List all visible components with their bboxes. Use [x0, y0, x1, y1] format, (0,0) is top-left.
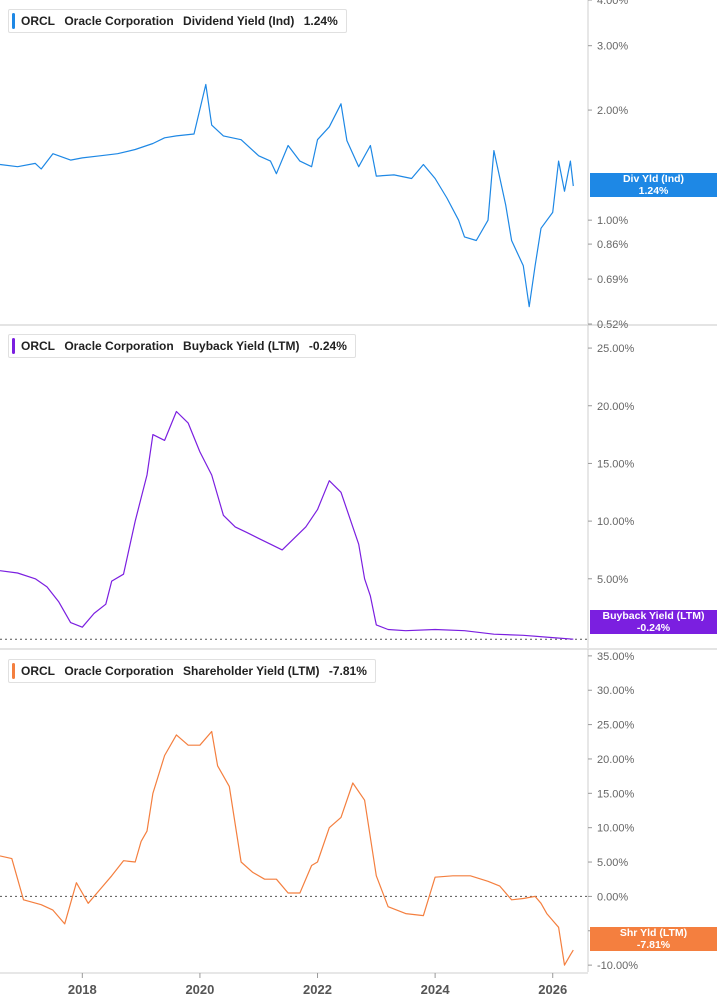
legend-ticker: ORCL [21, 664, 55, 678]
y-tick-label: 30.00% [597, 685, 635, 697]
series-line-shareholder-yield[interactable] [0, 730, 574, 966]
y-tick-label: 0.52% [597, 319, 628, 331]
legend-value: 1.24% [303, 14, 338, 28]
last-value-tag-dividend: Div Yld (Ind) 1.24% [590, 173, 717, 197]
legend-value: -7.81% [328, 664, 367, 678]
legend-company: Oracle Corporation [64, 664, 174, 678]
legend-metric: Buyback Yield (LTM) [183, 339, 300, 353]
y-tick-label: 4.00% [597, 0, 628, 7]
tag-title: Shr Yld (LTM) [619, 927, 688, 939]
y-tick-label: 5.00% [597, 857, 628, 869]
axis-layer: 4.00% 3.00% 2.00% 1.00% 0.86% 0.69% 0.52% 25.00… [0, 0, 638, 997]
tag-title: Div Yld (Ind) [622, 173, 685, 185]
legend-company: Oracle Corporation [64, 14, 174, 28]
last-value-tag-shareholder: Shr Yld (LTM) -7.81% [590, 927, 717, 951]
legend-color-bar [12, 338, 15, 354]
y-tick-label: 15.00% [597, 788, 635, 800]
last-value-tag-buyback: Buyback Yield (LTM) -0.24% [590, 610, 717, 634]
y-tick-label: 25.00% [597, 343, 635, 355]
legend-dividend-yield[interactable]: ORCL Oracle Corporation Dividend Yield (… [8, 9, 347, 33]
y-tick-label: 0.00% [597, 891, 628, 903]
x-tick-label: 2024 [421, 982, 451, 997]
legend-value: -0.24% [308, 339, 347, 353]
tag-value: -0.24% [636, 622, 671, 634]
y-tick-label: 2.00% [597, 105, 628, 117]
legend-metric: Shareholder Yield (LTM) [183, 664, 320, 678]
tag-title: Buyback Yield (LTM) [602, 610, 705, 622]
y-tick-label: 3.00% [597, 41, 628, 53]
x-tick-label: 2026 [538, 982, 567, 997]
series-line-buyback-yield[interactable] [0, 410, 574, 640]
legend-color-bar [12, 663, 15, 679]
x-tick-label: 2018 [68, 982, 97, 997]
grid-layer [0, 324, 717, 897]
y-tick-label: 35.00% [597, 651, 635, 663]
legend-shareholder-yield[interactable]: ORCL Oracle Corporation Shareholder Yiel… [8, 659, 376, 683]
y-tick-label: 5.00% [597, 574, 628, 586]
legend-ticker: ORCL [21, 339, 55, 353]
y-tick-label: 25.00% [597, 720, 635, 732]
series-line-dividend-yield[interactable] [0, 83, 574, 308]
x-tick-label: 2022 [303, 982, 332, 997]
y-tick-label: -10.00% [597, 960, 638, 972]
x-tick-label: 2020 [185, 982, 214, 997]
y-tick-label: 1.00% [597, 215, 628, 227]
y-tick-label: 10.00% [597, 823, 635, 835]
series-layer [0, 83, 574, 966]
tag-value: -7.81% [636, 939, 671, 951]
y-tick-label: 15.00% [597, 458, 635, 470]
legend-ticker: ORCL [21, 14, 55, 28]
legend-metric: Dividend Yield (Ind) [183, 14, 295, 28]
y-tick-label: 20.00% [597, 754, 635, 766]
legend-buyback-yield[interactable]: ORCL Oracle Corporation Buyback Yield (L… [8, 334, 356, 358]
y-tick-label: 0.86% [597, 239, 628, 251]
legend-color-bar [12, 13, 15, 29]
y-tick-label: 20.00% [597, 401, 635, 413]
legend-company: Oracle Corporation [64, 339, 174, 353]
y-tick-label: 0.69% [597, 274, 628, 286]
y-tick-label: 10.00% [597, 516, 635, 528]
tag-value: 1.24% [638, 185, 669, 197]
